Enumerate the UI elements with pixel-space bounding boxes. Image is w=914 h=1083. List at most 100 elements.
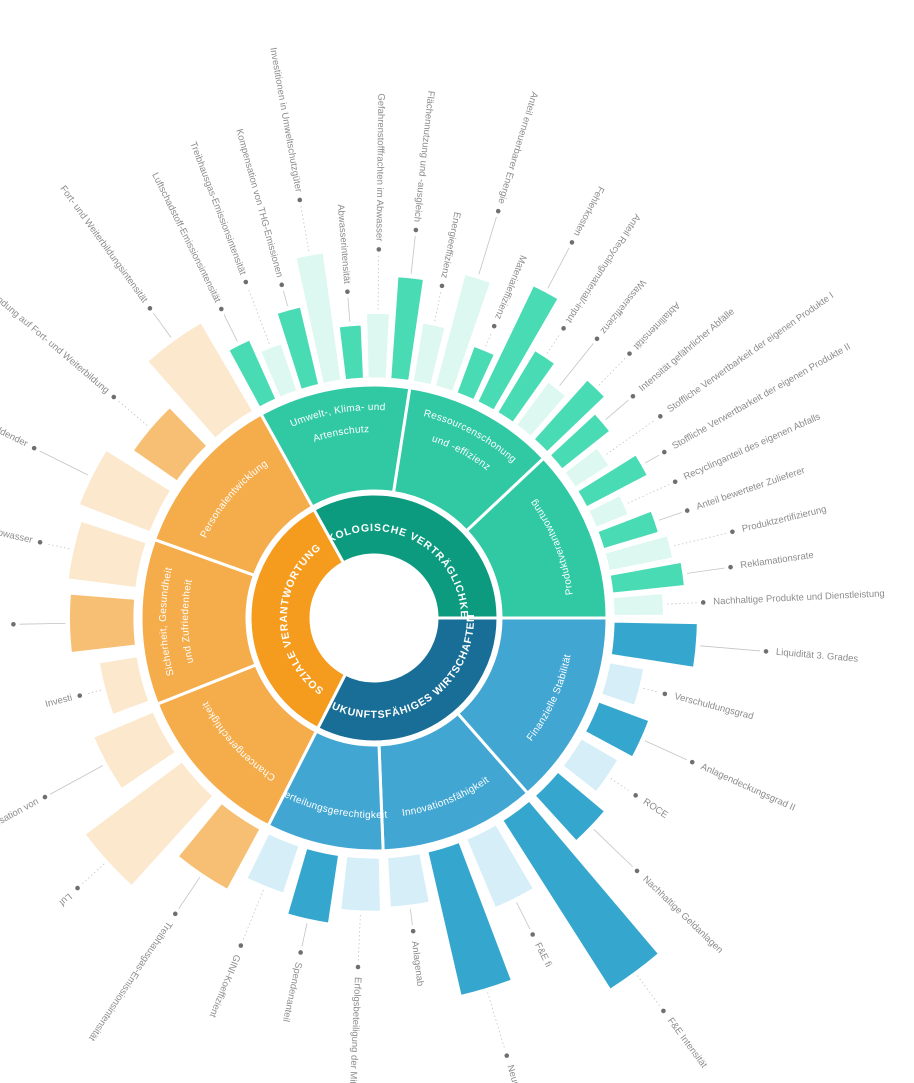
indicator-bar[interactable] [600,661,645,706]
leader-line [559,343,594,386]
indicator-bar[interactable] [597,510,660,550]
indicator-bar[interactable] [295,252,342,385]
leader-line [658,512,682,521]
indicator-bar[interactable] [390,275,425,382]
indicator-label: Anteil bewerteter Zulieferer [695,465,806,512]
indicator-label: F&E Intensität [665,1016,709,1071]
leader-line [547,247,570,289]
leader-line [118,400,148,426]
label-dot [413,227,419,233]
indicator-bar[interactable] [496,349,556,424]
label-dot [410,928,416,934]
indicator-bar[interactable] [515,381,567,438]
label-dot [763,649,769,654]
leader-line [347,297,351,322]
indicator-bar[interactable] [502,800,660,991]
indicator-label: Investi [44,692,73,710]
indicator-bar[interactable] [604,534,674,572]
indicator-bar[interactable] [84,761,214,887]
label-dot [684,508,690,513]
indicator-bar[interactable] [456,345,496,401]
indicator-label: Reklamationsrate [740,550,815,571]
indicator-bar[interactable] [427,841,513,997]
indicator-bar[interactable] [276,306,320,391]
indicator-bar[interactable] [465,823,535,909]
indicator-bar[interactable] [68,593,137,654]
leader-line [39,450,89,476]
label-dot [172,911,178,917]
indicator-bar[interactable] [549,412,611,470]
indicator-bar[interactable] [584,701,650,758]
label-dot [37,539,43,545]
label-dot [111,394,117,400]
leader-line [81,863,105,885]
indicator-bar[interactable] [259,342,298,398]
indicator-bar[interactable] [177,802,261,891]
indicator-bar[interactable] [610,621,699,669]
indicator-bar[interactable] [534,771,606,842]
label-dot [11,621,16,627]
indicator-bar[interactable] [98,655,150,716]
indicator-label: Spendenanteil [280,961,304,1023]
indicator-bar[interactable] [338,324,365,381]
indicator-label: uszubildender [0,413,29,449]
leader-line [300,205,310,252]
indicator-label: Anlagenab [409,940,426,986]
subcategory-segment-2-2[interactable] [152,412,315,578]
indicator-bar[interactable] [146,321,254,439]
indicator-bar[interactable] [564,447,610,489]
leader-line [434,291,442,322]
indicator-label: Investitionen in Umweltschutzgüter [267,47,303,193]
leader-line [686,567,725,574]
label-dot [634,868,640,874]
indicator-bar[interactable] [246,832,300,894]
leader-line [673,532,727,547]
leader-line [636,975,661,1007]
leader-line [598,357,626,386]
indicator-bar[interactable] [576,454,649,508]
indicator-label: Treibhausgas-Emissionsintensität [86,919,174,1043]
indicator-bar[interactable] [386,852,431,908]
leader-line [153,312,172,338]
indicator-bar[interactable] [477,284,559,411]
indicator-bar[interactable] [562,737,619,793]
indicator-label: Anlagendeckungsgrad II [699,761,797,813]
indicator-bar[interactable] [339,855,382,912]
leader-line [223,314,238,342]
indicator-bar[interactable] [92,711,177,790]
indicator-bar[interactable] [609,561,686,594]
indicator-bar[interactable] [434,273,492,393]
indicator-bar[interactable] [533,379,606,453]
label-dot [219,306,224,312]
indicator-label: GINI-Koeffizient [207,953,243,1019]
label-dot [491,323,497,329]
indicator-label: Nachhaltige Geldanlagen [640,874,725,956]
indicator-bar[interactable] [286,847,340,924]
leader-line [546,333,561,354]
indicator-bar[interactable] [228,339,277,408]
label-dot [279,282,285,288]
leader-line [644,740,687,761]
indicator-label: Flächennutzung und -ausgleich [411,90,436,222]
leader-line [593,829,633,868]
label-dot [75,885,80,891]
indicator-bar[interactable] [67,520,147,589]
indicator-label: Fort- und Weiterbildungsintensität [58,184,150,306]
indicator-bar[interactable] [78,449,172,533]
indicator-bar[interactable] [612,592,665,617]
indicator-bar[interactable] [587,494,630,529]
leader-line [478,216,497,275]
indicator-bar[interactable] [365,312,391,379]
leader-line [50,765,104,795]
label-dot [730,529,735,535]
leader-line [485,331,493,347]
label-dot [633,793,638,798]
indicator-bar[interactable] [412,322,446,386]
indicator-bar[interactable] [132,406,208,482]
label-dot [662,691,668,697]
indicator-label: Wassereffizienz [598,277,648,336]
indicator-label: Fehlerkosten [571,184,606,238]
indicator-label: Kompensation von [0,796,41,843]
leader-line [516,902,531,930]
label-dot [495,208,501,214]
